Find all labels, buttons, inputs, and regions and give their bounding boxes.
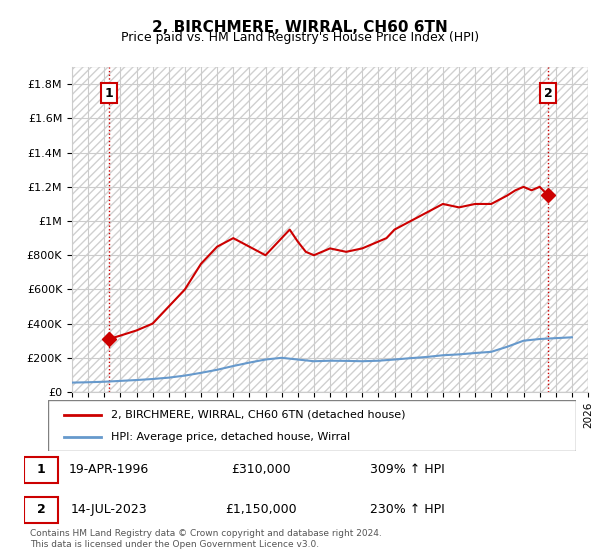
Text: 14-JUL-2023: 14-JUL-2023 [70,503,147,516]
Text: 2, BIRCHMERE, WIRRAL, CH60 6TN (detached house): 2, BIRCHMERE, WIRRAL, CH60 6TN (detached… [112,409,406,419]
Text: 2: 2 [37,503,45,516]
Text: 19-APR-1996: 19-APR-1996 [68,463,149,476]
Text: Contains HM Land Registry data © Crown copyright and database right 2024.
This d: Contains HM Land Registry data © Crown c… [30,529,382,549]
Text: 230% ↑ HPI: 230% ↑ HPI [370,503,445,516]
FancyBboxPatch shape [24,456,58,483]
Text: Price paid vs. HM Land Registry's House Price Index (HPI): Price paid vs. HM Land Registry's House … [121,31,479,44]
Text: 2: 2 [544,87,553,100]
Text: HPI: Average price, detached house, Wirral: HPI: Average price, detached house, Wirr… [112,432,350,442]
Text: 2, BIRCHMERE, WIRRAL, CH60 6TN: 2, BIRCHMERE, WIRRAL, CH60 6TN [152,20,448,35]
FancyBboxPatch shape [24,497,58,523]
FancyBboxPatch shape [48,400,576,451]
Text: 309% ↑ HPI: 309% ↑ HPI [370,463,445,476]
Text: 1: 1 [105,87,113,100]
Text: £310,000: £310,000 [231,463,290,476]
Text: £1,150,000: £1,150,000 [225,503,296,516]
Text: 1: 1 [37,463,45,476]
